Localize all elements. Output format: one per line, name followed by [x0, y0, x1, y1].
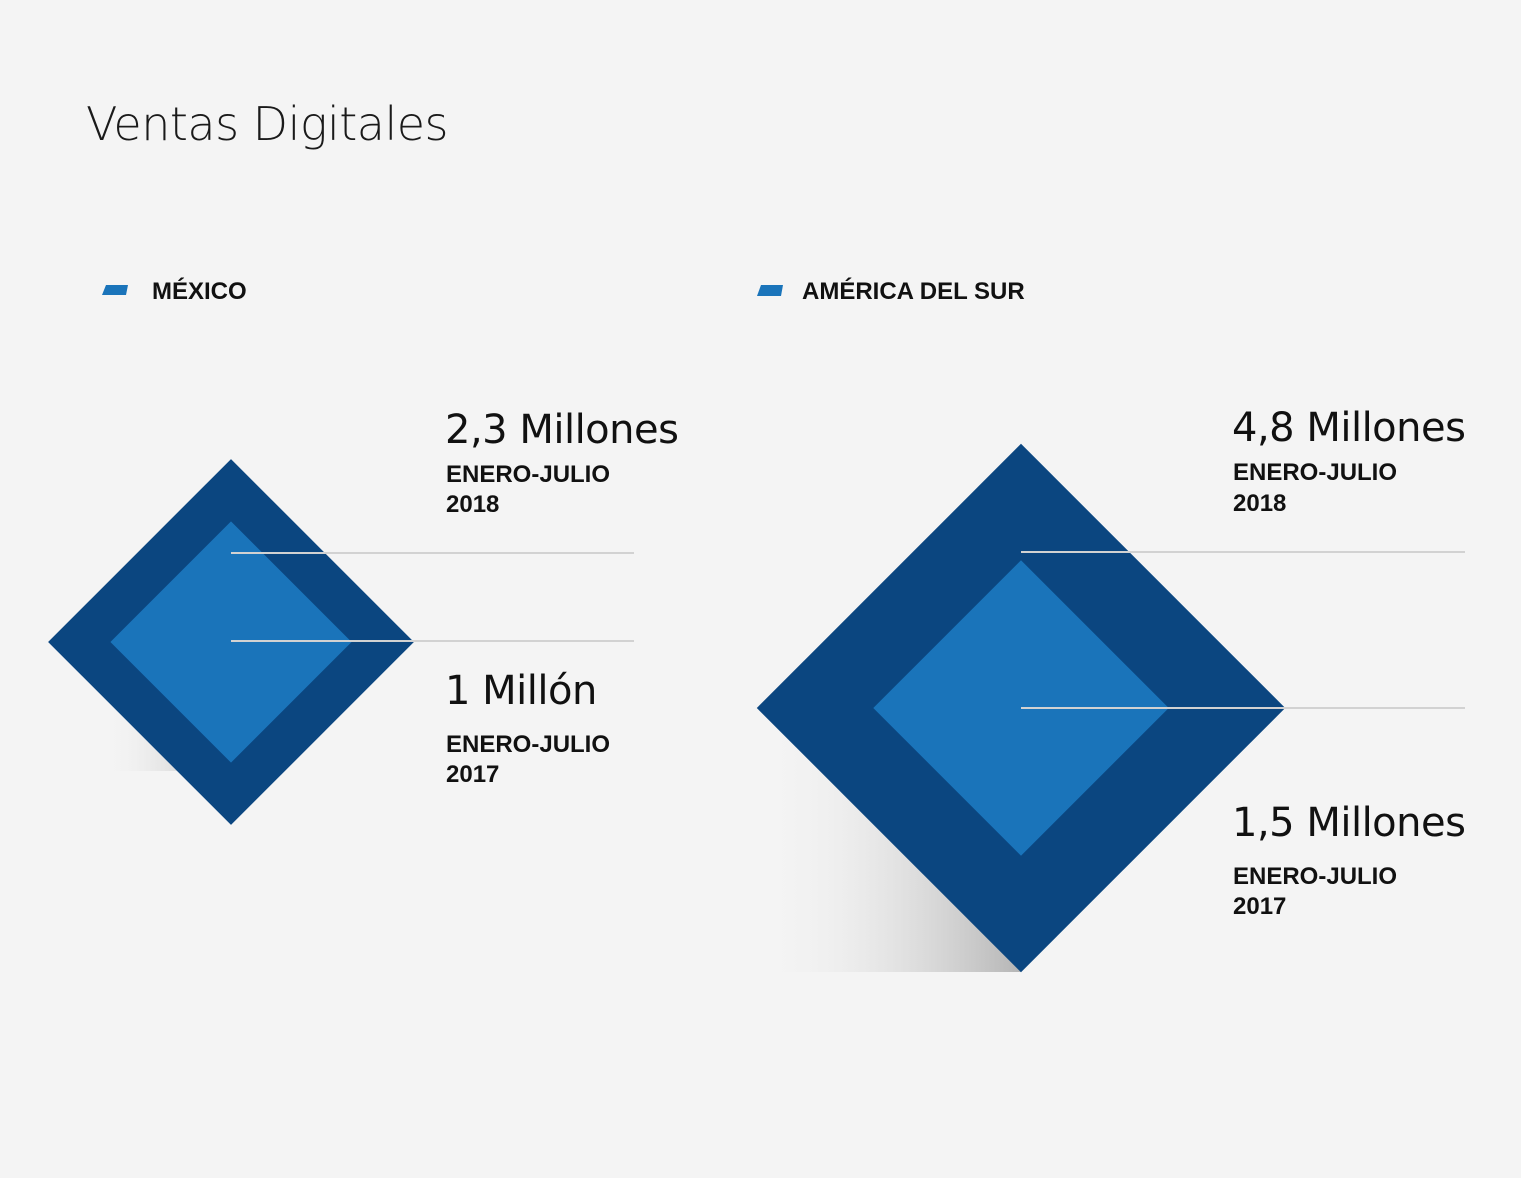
legend-label-mexico: MÉXICO — [152, 277, 247, 305]
chart-title: Ventas Digitales — [86, 97, 448, 151]
legend-marker-mexico — [102, 285, 128, 295]
period-label-south-america-2017-line1: ENERO-JULIO — [1233, 863, 1397, 890]
value-label-mexico-2018: 2,3 Millones — [445, 407, 678, 453]
period-label-mexico-2017-line1: ENERO-JULIO — [446, 731, 610, 758]
period-label-south-america-2017-line2: 2017 — [1233, 893, 1286, 920]
value-label-mexico-2017: 1 Millón — [445, 668, 597, 714]
panel-south-america: AMÉRICA DEL SUR 4,8 Millones ENERO-JULIO… — [756, 277, 1466, 973]
period-label-mexico-2018-line1: ENERO-JULIO — [446, 461, 610, 488]
legend-label-south-america: AMÉRICA DEL SUR — [802, 277, 1025, 305]
legend-marker-south-america — [757, 285, 783, 296]
panel-mexico: MÉXICO 2,3 Millones ENERO-JULIO 2018 1 M… — [48, 277, 679, 825]
period-label-mexico-2018-line2: 2018 — [446, 491, 499, 518]
period-label-south-america-2018-line2: 2018 — [1233, 490, 1286, 517]
value-label-south-america-2018: 4,8 Millones — [1232, 405, 1465, 451]
value-label-south-america-2017: 1,5 Millones — [1232, 800, 1465, 846]
period-label-mexico-2017-line2: 2017 — [446, 761, 499, 788]
period-label-south-america-2018-line1: ENERO-JULIO — [1233, 459, 1397, 486]
